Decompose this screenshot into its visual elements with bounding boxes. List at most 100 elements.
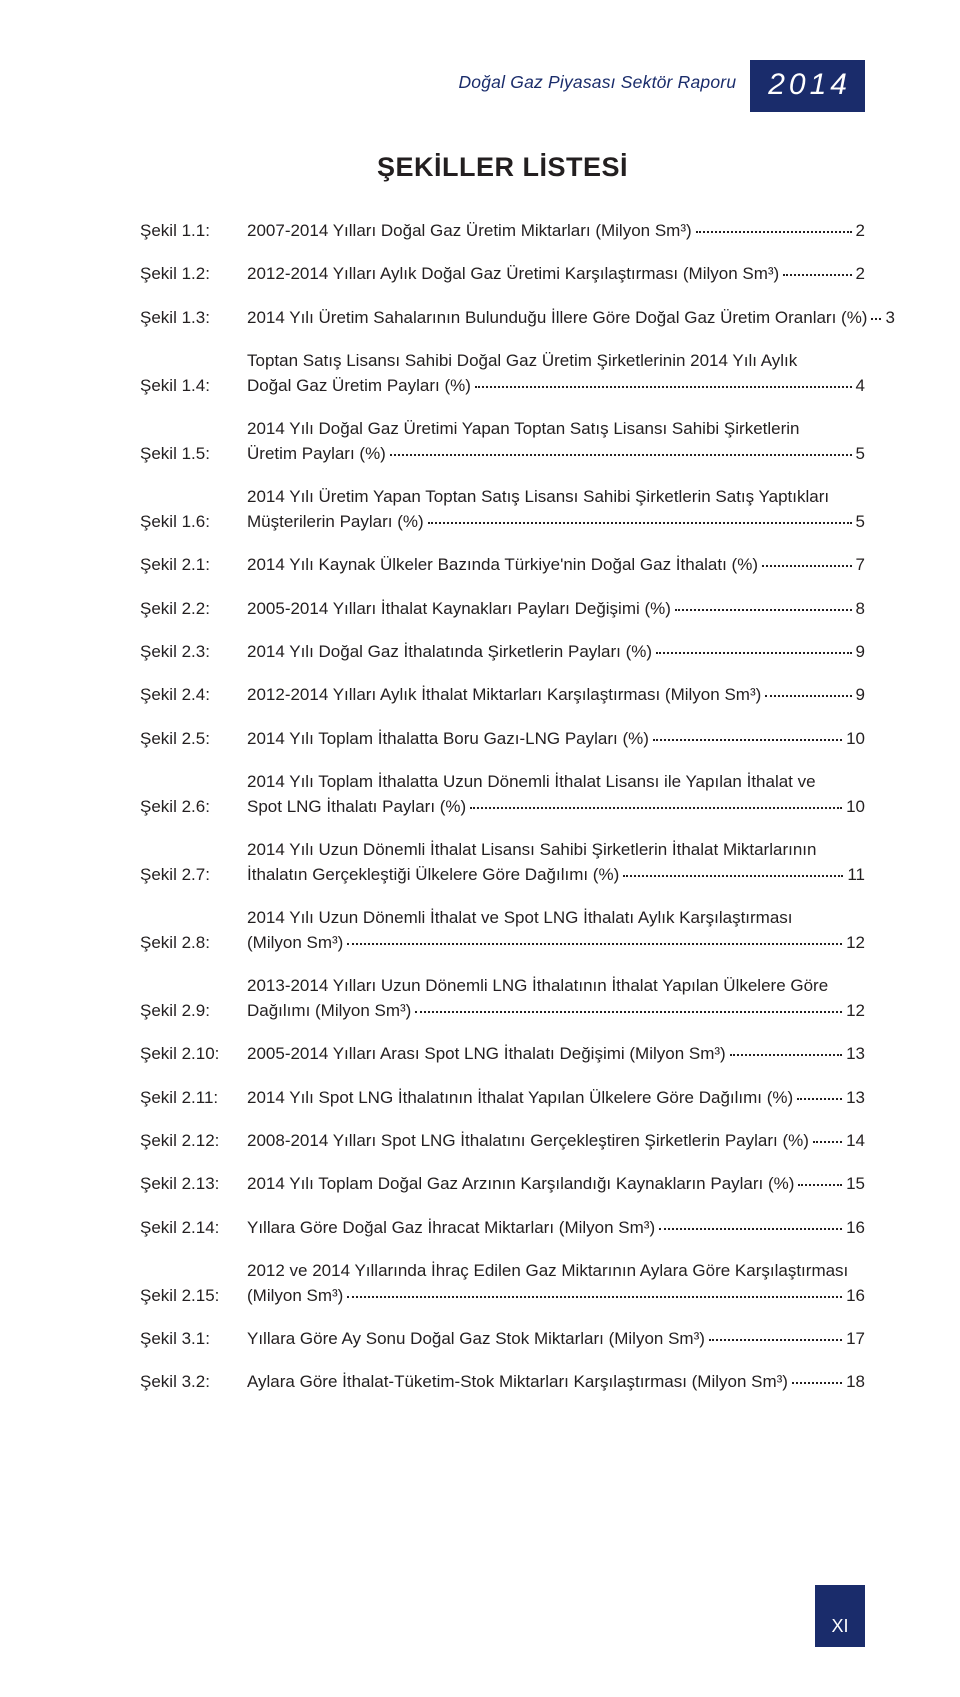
toc-entry-text: Üretim Payları (%): [247, 442, 386, 467]
toc-entry-text: Yıllara Göre Doğal Gaz İhracat Miktarlar…: [247, 1216, 655, 1241]
toc-entry-text: 2005-2014 Yılları İthalat Kaynakları Pay…: [247, 597, 671, 622]
toc-entry: Şekil 2.14:Yıllara Göre Doğal Gaz İhraca…: [140, 1216, 865, 1241]
toc-entry-text: 2014 Yılı Kaynak Ülkeler Bazında Türkiye…: [247, 553, 758, 578]
toc-entry-text: (Milyon Sm³): [247, 1284, 343, 1309]
toc-entry-page: 18: [846, 1370, 865, 1395]
toc-entry: Şekil 2.5:2014 Yılı Toplam İthalatta Bor…: [140, 727, 865, 752]
toc-entry-body: 2008-2014 Yılları Spot LNG İthalatını Ge…: [247, 1129, 865, 1154]
toc-entry-page: 2: [856, 262, 865, 287]
toc-leader-dots: [347, 943, 842, 945]
toc-entry-label: Şekil 3.1:: [140, 1327, 247, 1352]
toc-entry-text: 2007-2014 Yılları Doğal Gaz Üretim Mikta…: [247, 219, 692, 244]
toc-leader-dots: [470, 807, 842, 809]
toc-entry: Şekil 3.1:Yıllara Göre Ay Sonu Doğal Gaz…: [140, 1327, 865, 1352]
toc-entry-label: Şekil 2.4:: [140, 683, 247, 708]
toc-entry-page: 13: [846, 1086, 865, 1111]
toc-entry-label: Şekil 1.2:: [140, 262, 247, 287]
toc-entry-lastline: 2008-2014 Yılları Spot LNG İthalatını Ge…: [247, 1129, 865, 1154]
toc-leader-dots: [797, 1098, 842, 1100]
toc-entry-body: 2014 Yılı Spot LNG İthalatının İthalat Y…: [247, 1086, 865, 1111]
toc-entry-lastline: (Milyon Sm³)12: [247, 931, 865, 956]
toc-entry-body: Toptan Satış Lisansı Sahibi Doğal Gaz Ür…: [247, 349, 865, 399]
toc-leader-dots: [709, 1339, 842, 1341]
toc-entry-page: 7: [856, 553, 865, 578]
toc-leader-dots: [730, 1054, 842, 1056]
toc-entry-text: İthalatın Gerçekleştiği Ülkelere Göre Da…: [247, 863, 619, 888]
toc-entry-label: Şekil 2.13:: [140, 1172, 247, 1197]
toc-entry-page: 16: [846, 1216, 865, 1241]
toc-entry-lastline: Aylara Göre İthalat-Tüketim-Stok Miktarl…: [247, 1370, 865, 1395]
toc-entry-lastline: İthalatın Gerçekleştiği Ülkelere Göre Da…: [247, 863, 865, 888]
toc-entry: Şekil 2.3:2014 Yılı Doğal Gaz İthalatınd…: [140, 640, 865, 665]
toc-entry-text: 2014 Yılı Üretim Yapan Toptan Satış Lisa…: [247, 485, 865, 510]
toc-entry-label: Şekil 2.6:: [140, 795, 247, 820]
toc-entry-body: 2014 Yılı Üretim Yapan Toptan Satış Lisa…: [247, 485, 865, 535]
toc-entry-body: 2014 Yılı Doğal Gaz İthalatında Şirketle…: [247, 640, 865, 665]
toc-entry-lastline: 2014 Yılı Toplam İthalatta Boru Gazı-LNG…: [247, 727, 865, 752]
toc-entry-label: Şekil 3.2:: [140, 1370, 247, 1395]
toc-entry-text: 2014 Yılı Spot LNG İthalatının İthalat Y…: [247, 1086, 793, 1111]
toc-entry: Şekil 2.12:2008-2014 Yılları Spot LNG İt…: [140, 1129, 865, 1154]
toc-entry-body: 2014 Yılı Uzun Dönemli İthalat ve Spot L…: [247, 906, 865, 956]
toc-leader-dots: [659, 1228, 842, 1230]
toc-entry-lastline: 2014 Yılı Doğal Gaz İthalatında Şirketle…: [247, 640, 865, 665]
toc-entry-lastline: Yıllara Göre Doğal Gaz İhracat Miktarlar…: [247, 1216, 865, 1241]
toc-entry-body: 2014 Yılı Toplam İthalatta Uzun Dönemli …: [247, 770, 865, 820]
toc-leader-dots: [623, 875, 843, 877]
toc-entry-body: Aylara Göre İthalat-Tüketim-Stok Miktarl…: [247, 1370, 865, 1395]
toc-entry-body: 2005-2014 Yılları İthalat Kaynakları Pay…: [247, 597, 865, 622]
toc-entry: Şekil 1.1:2007-2014 Yılları Doğal Gaz Ür…: [140, 219, 865, 244]
year-badge: 2014: [750, 60, 865, 112]
toc-entry-label: Şekil 1.4:: [140, 374, 247, 399]
toc-entry: Şekil 2.13:2014 Yılı Toplam Doğal Gaz Ar…: [140, 1172, 865, 1197]
toc-entry-lastline: Spot LNG İthalatı Payları (%)10: [247, 795, 865, 820]
page-number: XI: [831, 1616, 848, 1637]
toc-entry: Şekil 2.15:2012 ve 2014 Yıllarında İhraç…: [140, 1259, 865, 1309]
toc-leader-dots: [415, 1011, 842, 1013]
toc-entry-label: Şekil 2.14:: [140, 1216, 247, 1241]
toc-leader-dots: [653, 739, 842, 741]
toc-leader-dots: [675, 609, 852, 611]
toc-entry-page: 9: [856, 683, 865, 708]
toc-entry-page: 15: [846, 1172, 865, 1197]
toc-entry-page: 8: [856, 597, 865, 622]
toc-entry-lastline: 2014 Yılı Toplam Doğal Gaz Arzının Karşı…: [247, 1172, 865, 1197]
toc-entry-body: Yıllara Göre Doğal Gaz İhracat Miktarlar…: [247, 1216, 865, 1241]
toc-entry-text: Müşterilerin Payları (%): [247, 510, 424, 535]
toc-entry-page: 12: [846, 999, 865, 1024]
toc-entry: Şekil 2.4:2012-2014 Yılları Aylık İthala…: [140, 683, 865, 708]
toc-entry-label: Şekil 2.10:: [140, 1042, 247, 1067]
toc-entry-body: 2014 Yılı Üretim Sahalarının Bulunduğu İ…: [247, 306, 895, 331]
toc-entry-text: 2014 Yılı Uzun Dönemli İthalat Lisansı S…: [247, 838, 865, 863]
toc-entry: Şekil 1.6:2014 Yılı Üretim Yapan Toptan …: [140, 485, 865, 535]
toc-entry: Şekil 2.11:2014 Yılı Spot LNG İthalatını…: [140, 1086, 865, 1111]
toc-entry-text: Doğal Gaz Üretim Payları (%): [247, 374, 471, 399]
toc-entry-text: 2008-2014 Yılları Spot LNG İthalatını Ge…: [247, 1129, 809, 1154]
toc-leader-dots: [428, 522, 852, 524]
toc-entry-text: 2014 Yılı Üretim Sahalarının Bulunduğu İ…: [247, 306, 867, 331]
toc-entry-label: Şekil 2.5:: [140, 727, 247, 752]
toc-entry: Şekil 2.7:2014 Yılı Uzun Dönemli İthalat…: [140, 838, 865, 888]
toc-entry-lastline: 2012-2014 Yılları Aylık İthalat Miktarla…: [247, 683, 865, 708]
toc-entry-lastline: 2005-2014 Yılları Arası Spot LNG İthalat…: [247, 1042, 865, 1067]
toc-entry-label: Şekil 1.6:: [140, 510, 247, 535]
toc-entry: Şekil 1.2:2012-2014 Yılları Aylık Doğal …: [140, 262, 865, 287]
toc-entry-text: 2012-2014 Yılları Aylık İthalat Miktarla…: [247, 683, 761, 708]
toc-leader-dots: [765, 695, 851, 697]
toc-entry-body: 2014 Yılı Toplam İthalatta Boru Gazı-LNG…: [247, 727, 865, 752]
toc-entry-page: 14: [846, 1129, 865, 1154]
toc-entry-text: 2014 Yılı Uzun Dönemli İthalat ve Spot L…: [247, 906, 865, 931]
toc-entry-body: 2012-2014 Yılları Aylık Doğal Gaz Üretim…: [247, 262, 865, 287]
toc-entry-label: Şekil 2.1:: [140, 553, 247, 578]
toc-leader-dots: [762, 565, 852, 567]
toc-entry-text: 2014 Yılı Toplam İthalatta Boru Gazı-LNG…: [247, 727, 649, 752]
page-title: ŞEKİLLER LİSTESİ: [140, 152, 865, 183]
toc-entry: Şekil 2.1:2014 Yılı Kaynak Ülkeler Bazın…: [140, 553, 865, 578]
toc-entry-page: 3: [885, 306, 894, 331]
toc-entry-body: 2014 Yılı Toplam Doğal Gaz Arzının Karşı…: [247, 1172, 865, 1197]
toc-entry-body: Yıllara Göre Ay Sonu Doğal Gaz Stok Mikt…: [247, 1327, 865, 1352]
toc-entry-page: 2: [856, 219, 865, 244]
toc-entry-lastline: 2012-2014 Yılları Aylık Doğal Gaz Üretim…: [247, 262, 865, 287]
toc-entry-text: 2014 Yılı Toplam Doğal Gaz Arzının Karşı…: [247, 1172, 794, 1197]
toc-entry-text: 2014 Yılı Doğal Gaz Üretimi Yapan Toptan…: [247, 417, 865, 442]
